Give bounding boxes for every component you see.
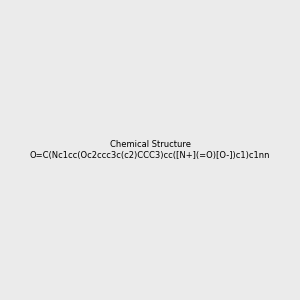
Text: Chemical Structure
O=C(Nc1cc(Oc2ccc3c(c2)CCC3)cc([N+](=O)[O-])c1)c1nn: Chemical Structure O=C(Nc1cc(Oc2ccc3c(c2…	[30, 140, 270, 160]
